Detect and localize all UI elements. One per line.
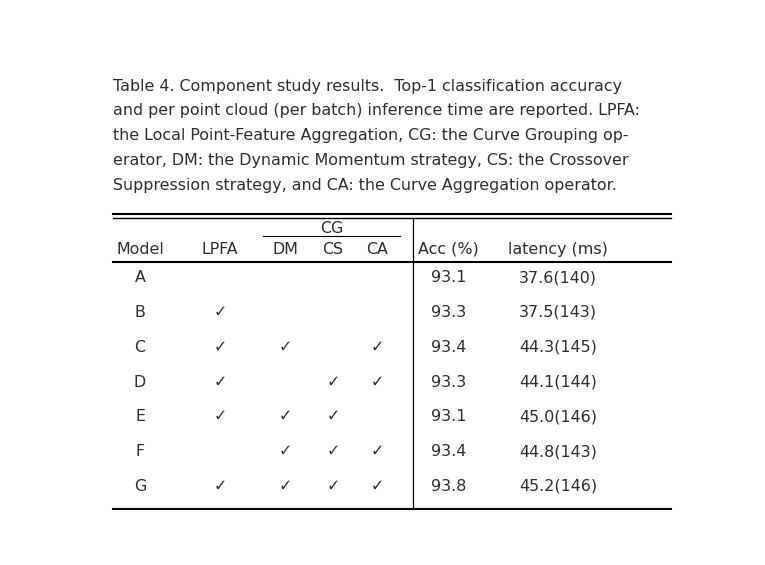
Text: ✓: ✓ (278, 340, 292, 355)
Text: A: A (135, 270, 145, 285)
Text: 44.3(145): 44.3(145) (519, 340, 597, 355)
Text: B: B (135, 305, 145, 320)
Text: CS: CS (322, 242, 343, 257)
Text: 93.3: 93.3 (431, 305, 466, 320)
Text: ✓: ✓ (326, 375, 340, 389)
Text: DM: DM (272, 242, 298, 257)
Text: ✓: ✓ (213, 375, 226, 389)
Text: 93.3: 93.3 (431, 375, 466, 389)
Text: 93.4: 93.4 (431, 444, 466, 459)
Text: G: G (134, 479, 146, 494)
Text: 44.1(144): 44.1(144) (519, 375, 597, 389)
Text: 93.4: 93.4 (431, 340, 466, 355)
Text: C: C (135, 340, 145, 355)
Text: ✓: ✓ (326, 409, 340, 424)
Text: ✓: ✓ (213, 409, 226, 424)
Text: 45.2(146): 45.2(146) (519, 479, 597, 494)
Text: Table 4. Component study results.  Top-1 classification accuracy: Table 4. Component study results. Top-1 … (113, 79, 623, 94)
Text: latency (ms): latency (ms) (508, 242, 608, 257)
Text: F: F (135, 444, 145, 459)
Text: 44.8(143): 44.8(143) (519, 444, 597, 459)
Text: ✓: ✓ (278, 409, 292, 424)
Text: ✓: ✓ (278, 444, 292, 459)
Text: 37.5(143): 37.5(143) (519, 305, 597, 320)
Text: LPFA: LPFA (202, 242, 239, 257)
Text: ✓: ✓ (370, 340, 384, 355)
Text: 93.1: 93.1 (431, 409, 466, 424)
Text: ✓: ✓ (278, 479, 292, 494)
Text: E: E (135, 409, 145, 424)
Text: ✓: ✓ (326, 479, 340, 494)
Text: 45.0(146): 45.0(146) (519, 409, 597, 424)
Text: ✓: ✓ (370, 479, 384, 494)
Text: ✓: ✓ (213, 340, 226, 355)
Text: ✓: ✓ (370, 375, 384, 389)
Text: ✓: ✓ (213, 479, 226, 494)
Text: 93.8: 93.8 (431, 479, 466, 494)
Text: Model: Model (116, 242, 164, 257)
Text: D: D (134, 375, 146, 389)
Text: ✓: ✓ (213, 305, 226, 320)
Text: CG: CG (320, 221, 343, 236)
Text: Suppression strategy, and CA: the Curve Aggregation operator.: Suppression strategy, and CA: the Curve … (113, 178, 617, 193)
Text: 93.1: 93.1 (431, 270, 466, 285)
Text: and per point cloud (per batch) inference time are reported. LPFA:: and per point cloud (per batch) inferenc… (113, 103, 640, 119)
Text: Acc (%): Acc (%) (418, 242, 479, 257)
Text: 37.6(140): 37.6(140) (519, 270, 597, 285)
Text: CA: CA (366, 242, 388, 257)
Text: the Local Point-Feature Aggregation, CG: the Curve Grouping op-: the Local Point-Feature Aggregation, CG:… (113, 128, 629, 144)
Text: erator, DM: the Dynamic Momentum strategy, CS: the Crossover: erator, DM: the Dynamic Momentum strateg… (113, 153, 629, 168)
Text: ✓: ✓ (370, 444, 384, 459)
Text: ✓: ✓ (326, 444, 340, 459)
